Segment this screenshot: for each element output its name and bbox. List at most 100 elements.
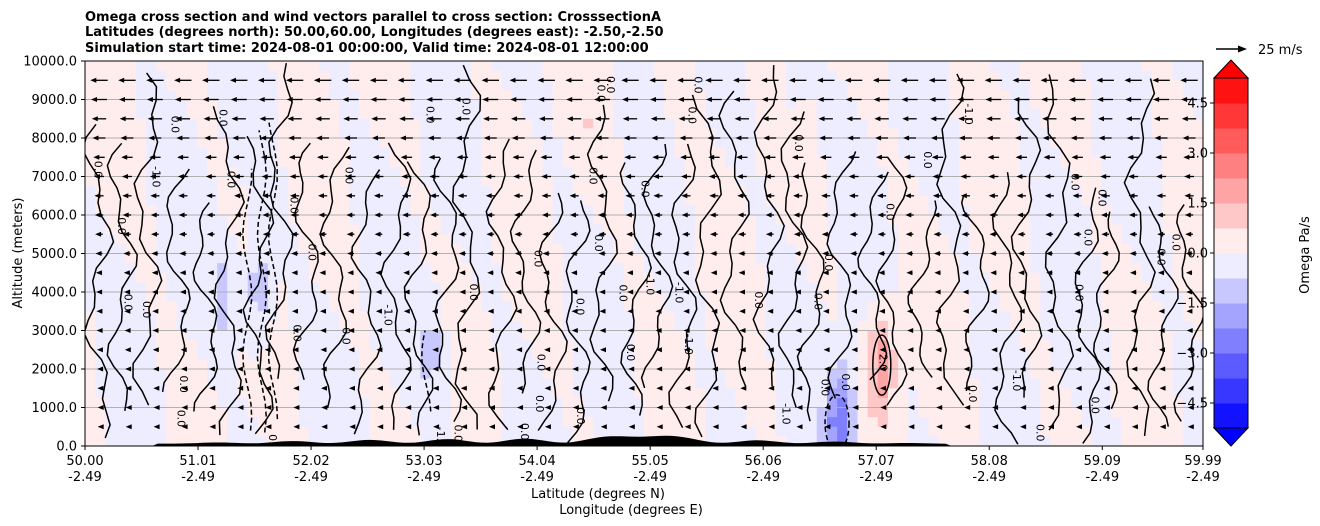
omega-cell	[583, 166, 594, 178]
omega-cell	[674, 243, 686, 255]
omega-cell	[125, 272, 137, 283]
omega-cell	[237, 388, 249, 399]
omega-cell	[135, 292, 147, 303]
omega-cell	[1091, 263, 1102, 274]
omega-cell	[420, 369, 432, 380]
omega-cell	[857, 378, 869, 389]
wind-vector-head	[1103, 385, 1110, 391]
wind-vector-head	[320, 366, 327, 372]
omega-cell	[562, 205, 574, 216]
omega-cell	[95, 263, 106, 274]
omega-cell	[1060, 109, 1072, 120]
omega-cell	[684, 176, 696, 187]
omega-cell	[339, 436, 350, 446]
omega-cell	[430, 80, 442, 91]
contour-label: 0.0	[217, 109, 230, 127]
omega-cell	[461, 349, 472, 360]
zero-contour-line	[1173, 204, 1203, 422]
omega-cell	[715, 417, 726, 428]
omega-cell	[969, 99, 980, 110]
omega-cell	[125, 263, 137, 274]
omega-cell	[867, 272, 879, 283]
omega-cell	[959, 417, 970, 428]
omega-cell	[898, 320, 909, 332]
omega-cell	[989, 166, 1001, 178]
omega-cell	[989, 282, 1001, 293]
omega-cell	[948, 340, 960, 351]
omega-cell	[420, 80, 432, 91]
omega-cell	[552, 205, 564, 216]
omega-cell	[522, 195, 533, 206]
omega-cell	[389, 397, 401, 409]
omega-cell	[674, 215, 686, 226]
omega-cell	[1020, 349, 1031, 360]
omega-cell	[400, 70, 411, 81]
omega-cell	[1070, 407, 1082, 418]
omega-cell	[267, 89, 279, 101]
omega-cell	[857, 388, 869, 399]
omega-cell	[339, 243, 350, 255]
omega-cell	[400, 61, 411, 72]
omega-cell	[1192, 369, 1203, 380]
omega-cell	[257, 205, 269, 216]
omega-cell	[1182, 80, 1194, 91]
omega-cell	[837, 234, 848, 245]
omega-cell	[786, 80, 798, 91]
omega-cell	[715, 311, 726, 322]
omega-cell	[217, 215, 228, 226]
omega-cell	[633, 397, 645, 409]
omega-cell	[1070, 417, 1082, 428]
omega-cell	[816, 426, 828, 437]
omega-cell	[989, 407, 1001, 418]
omega-cell	[898, 70, 909, 81]
omega-cell	[1009, 215, 1021, 226]
omega-cell	[898, 157, 909, 168]
omega-cell	[1091, 99, 1102, 110]
omega-cell	[278, 397, 289, 409]
omega-cell	[135, 243, 147, 255]
omega-cell	[1040, 224, 1052, 235]
omega-cell	[125, 215, 137, 226]
omega-cell	[969, 234, 980, 245]
omega-cell	[623, 186, 635, 197]
omega-cell	[654, 89, 665, 101]
wind-vector-head	[488, 347, 495, 353]
omega-cell	[369, 176, 381, 187]
omega-cell	[186, 282, 198, 293]
omega-cell	[206, 282, 218, 293]
omega-cell	[1050, 301, 1062, 312]
omega-cell	[379, 80, 391, 91]
omega-cell	[562, 157, 574, 168]
omega-cell	[430, 263, 442, 274]
omega-cell	[938, 301, 950, 312]
omega-cell	[145, 157, 157, 168]
omega-cell	[389, 426, 401, 437]
omega-cell	[644, 80, 655, 91]
omega-cell	[491, 292, 503, 303]
omega-cell	[166, 128, 178, 139]
omega-cell	[430, 215, 442, 226]
omega-cell	[542, 118, 554, 129]
omega-cell	[715, 340, 726, 351]
wind-vector-head	[1047, 366, 1054, 372]
omega-cell	[1162, 292, 1174, 303]
omega-cell	[298, 186, 310, 197]
omega-cell	[430, 369, 442, 380]
omega-cell	[847, 195, 859, 206]
omega-cell	[369, 292, 381, 303]
omega-cell	[196, 340, 208, 351]
omega-cell	[430, 89, 442, 101]
omega-cell	[227, 147, 239, 158]
omega-cell	[623, 388, 635, 399]
omega-cell	[247, 340, 259, 351]
omega-cell	[156, 369, 167, 380]
omega-cell	[704, 388, 716, 399]
omega-cell	[511, 186, 523, 197]
omega-cell	[176, 359, 188, 370]
omega-cell	[471, 234, 482, 245]
omega-cell	[135, 436, 147, 446]
contour-label: 0.0	[288, 197, 301, 215]
omega-cell	[501, 243, 513, 255]
omega-cell	[349, 118, 361, 129]
omega-cell	[135, 272, 147, 283]
